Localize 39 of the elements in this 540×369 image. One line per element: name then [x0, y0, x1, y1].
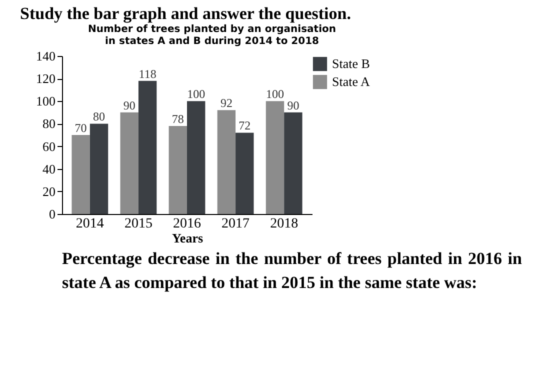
bar — [120, 112, 138, 214]
y-tick-label: 0 — [49, 206, 56, 222]
y-tick-label: 80 — [42, 116, 56, 132]
data-label: 90 — [287, 98, 300, 112]
bar — [90, 124, 108, 214]
text: Study the bar graph and answer the question. — [20, 4, 351, 24]
data-label: 90 — [123, 98, 136, 112]
data-label: 72 — [238, 118, 251, 133]
x-axis-title: Years — [172, 230, 204, 246]
y-tick-label: 140 — [36, 48, 56, 64]
chart-title: Number of trees planted by an organisation in states A and B during 2014 to 2018 — [88, 24, 336, 47]
x-tick-label: 2015 — [124, 216, 152, 232]
legend-label: State B — [332, 56, 370, 71]
text: Percentage decrease in the number of trees planted in 2016 in state A as compared to that in 2015 in the same state was: — [62, 248, 522, 294]
bar — [168, 126, 187, 214]
bar — [72, 135, 90, 214]
data-label: 92 — [220, 96, 232, 110]
y-tick-label: 20 — [42, 184, 56, 199]
data-label: 100 — [187, 87, 206, 102]
y-tick-label: 60 — [42, 138, 56, 154]
legend-label: State A — [332, 74, 371, 89]
data-label: 78 — [172, 112, 184, 126]
x-tick-label: 2016 — [173, 216, 201, 232]
bar — [236, 132, 254, 214]
x-tick-label: 2014 — [76, 216, 104, 232]
data-label: 100 — [266, 87, 284, 102]
bar — [284, 112, 302, 214]
y-tick-label: 100 — [36, 94, 56, 109]
data-label: 70 — [74, 121, 87, 135]
y-tick-label: 40 — [42, 161, 56, 176]
x-tick-label: 2017 — [222, 216, 250, 232]
x-tick-label: 2018 — [270, 216, 298, 232]
bar — [266, 101, 284, 214]
y-tick-label: 120 — [36, 71, 56, 86]
data-label: 118 — [138, 66, 156, 81]
bar — [217, 110, 236, 214]
bar — [187, 101, 206, 214]
data-label: 80 — [93, 110, 106, 124]
bar — [138, 80, 157, 214]
